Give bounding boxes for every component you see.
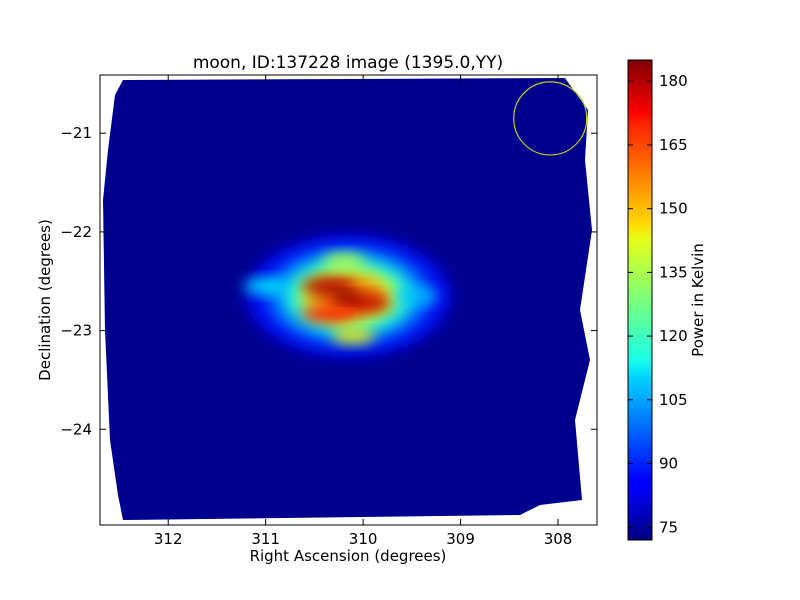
colorbar-tick-label: 120 bbox=[659, 327, 688, 345]
y-axis-label: Declination (degrees) bbox=[36, 219, 54, 381]
x-tick-label: 308 bbox=[544, 530, 573, 548]
chart-title: moon, ID:137228 image (1395.0,YY) bbox=[193, 53, 503, 73]
y-axis-ticks: −21 −22 −23 −24 bbox=[60, 124, 597, 438]
plot-frame bbox=[99, 74, 598, 526]
colorbar: 75 90 105 120 135 150 165 180 Power in Kelvin bbox=[627, 59, 707, 541]
y-tick-label: −24 bbox=[60, 420, 92, 438]
source-lobe-6 bbox=[244, 278, 288, 295]
source-peak bbox=[329, 292, 362, 302]
x-axis-ticks: 312 311 310 309 308 bbox=[154, 75, 572, 548]
source-lobe-0 bbox=[301, 277, 357, 296]
colorbar-ticks: 75 90 105 120 135 150 165 180 bbox=[628, 72, 688, 536]
colorbar-tick-label: 135 bbox=[659, 263, 688, 281]
colorbar-gradient bbox=[627, 59, 653, 541]
x-axis-label: Right Ascension (degrees) bbox=[250, 547, 447, 565]
colorbar-tick-label: 165 bbox=[659, 136, 688, 154]
x-tick-label: 310 bbox=[349, 530, 378, 548]
colorbar-label: Power in Kelvin bbox=[689, 243, 707, 357]
y-tick-label: −23 bbox=[60, 322, 92, 340]
x-tick-label: 309 bbox=[446, 530, 475, 548]
x-tick-label: 311 bbox=[251, 530, 280, 548]
source-lobe-2 bbox=[301, 304, 357, 323]
colorbar-tick-label: 75 bbox=[659, 518, 678, 536]
colorbar-tick-label: 105 bbox=[659, 391, 688, 409]
x-tick-label: 312 bbox=[154, 530, 183, 548]
source-lobe-3 bbox=[322, 253, 366, 270]
y-tick-label: −22 bbox=[60, 223, 92, 241]
colorbar-tick-label: 150 bbox=[659, 200, 688, 218]
source-lobe-4 bbox=[331, 327, 375, 344]
heatmap-area bbox=[100, 75, 597, 525]
source-lobe-5 bbox=[395, 288, 439, 304]
colorbar-tick-label: 90 bbox=[659, 455, 678, 473]
beam-circle bbox=[513, 81, 588, 156]
y-tick-label: −21 bbox=[60, 124, 92, 142]
source-emission bbox=[244, 234, 451, 358]
colorbar-tick-label: 180 bbox=[659, 72, 688, 90]
